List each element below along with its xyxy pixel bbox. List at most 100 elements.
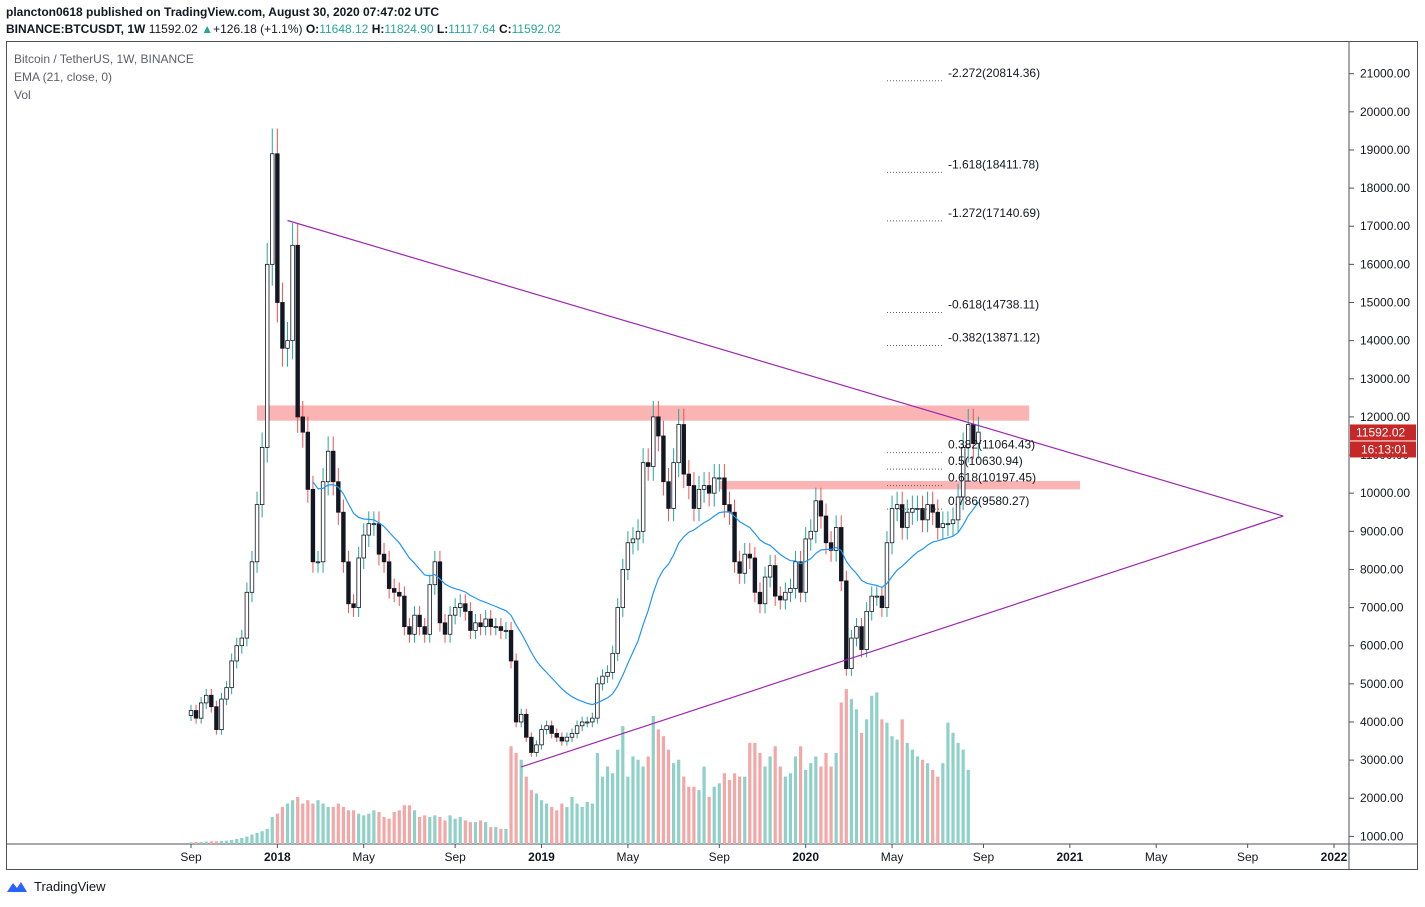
x-tick-label: 2021 [1056,850,1083,864]
candle-body [935,511,940,528]
x-tick-label: 2022 [1321,850,1348,864]
high-label: H: [371,22,385,36]
candle-body [950,519,956,525]
candle-body [442,622,448,635]
y-tick-label: 19000.00 [1360,143,1410,157]
candle-body [391,588,397,593]
candle-body [244,591,250,639]
candle-body [346,561,351,605]
volume-bar [438,817,442,844]
candle-body [889,508,895,544]
candle-body [712,477,717,494]
candle-body [742,553,747,574]
volume-bar [524,776,528,844]
candle-body [458,603,463,608]
candle-body [701,485,707,490]
volume-bar [748,742,752,844]
candle-body [412,614,417,635]
volume-bar [804,769,808,844]
candle-body [620,569,625,608]
candle-body [422,626,427,635]
candle-body [534,744,539,753]
candle-body [407,626,412,635]
volume-bar [270,817,274,844]
volume-bar [788,773,793,844]
candle-body [615,607,620,654]
up-arrow-icon: ▲ [201,22,214,36]
volume-bar [854,709,859,844]
candle-body [447,614,453,635]
legend-vol: Vol [14,88,31,102]
y-tick-label: 5000.00 [1360,677,1404,691]
current-price-tag [1350,424,1416,441]
candle-body [574,725,580,734]
volume-bar [875,692,879,844]
candle-body [625,542,631,570]
candle-body [818,500,824,517]
volume-bar [773,746,777,844]
candle-body [209,694,214,708]
candle-body [854,626,859,639]
volume-bar [504,828,508,844]
legend-title: Bitcoin / TetherUS, 1W, BINANCE [14,52,194,66]
volume-bar [545,803,549,844]
volume-bar [692,786,696,844]
candle-body [955,496,961,521]
volume-bar [727,779,732,844]
open-label: O: [305,22,320,36]
volume-bar [966,769,970,844]
candle-body [351,603,356,608]
volume-bar [763,766,767,844]
candle-body [300,416,305,433]
x-tick-label: May [352,850,375,864]
volume-bar [199,841,203,844]
candle-body [879,595,885,608]
candle-body [691,485,697,509]
candle-body [828,542,834,551]
volume-bar [849,699,853,844]
close-label: C: [498,22,512,36]
candle-body [859,626,864,650]
chart-frame[interactable]: 21000.00 20000.00 19000.00 18000.00 17000.00… [6,41,1418,870]
volume-bar [732,773,737,844]
volume-bar [621,726,625,844]
volume-bar [626,776,630,844]
candle-body [656,416,661,437]
candle-body [762,576,768,605]
volume-bar [240,837,244,844]
footer-brand[interactable]: TradingView [6,879,106,894]
volume-bar [341,806,345,844]
volume-bar [611,773,615,844]
candle-body [833,527,839,551]
volume-bar [870,695,874,844]
y-tick-label: 15000.00 [1360,295,1410,309]
y-tick-label: 18000.00 [1360,181,1410,195]
candle-body [214,706,219,730]
x-tick-label: 2018 [264,850,291,864]
candle-body [579,721,585,727]
x-tick-label: May [1145,850,1168,864]
price-chart[interactable]: 21000.00 20000.00 19000.00 18000.00 17000.00… [7,42,1417,869]
volume-bar [900,719,904,844]
volume-bar [590,803,594,844]
candle-body [519,713,524,723]
candle-body [595,683,600,719]
candle-body [239,637,244,647]
candle-body [920,508,925,521]
volume-bar [758,753,762,844]
volume-bar [631,756,635,844]
candle-body [960,447,966,498]
candle-body [204,694,209,704]
volume-bar [636,759,640,844]
volume-bar [346,810,351,844]
publisher-line: plancton0618 published on TradingView.co… [6,5,440,19]
volume-bar [824,753,828,844]
y-tick-label: 10000.00 [1360,486,1410,500]
volume-bar [326,806,330,844]
volume-bar [428,817,432,844]
volume-bar [219,840,224,844]
candle-body [341,511,346,563]
candle-body [290,244,295,342]
volume-bar [809,763,813,844]
y-tick-label: 17000.00 [1360,219,1410,233]
